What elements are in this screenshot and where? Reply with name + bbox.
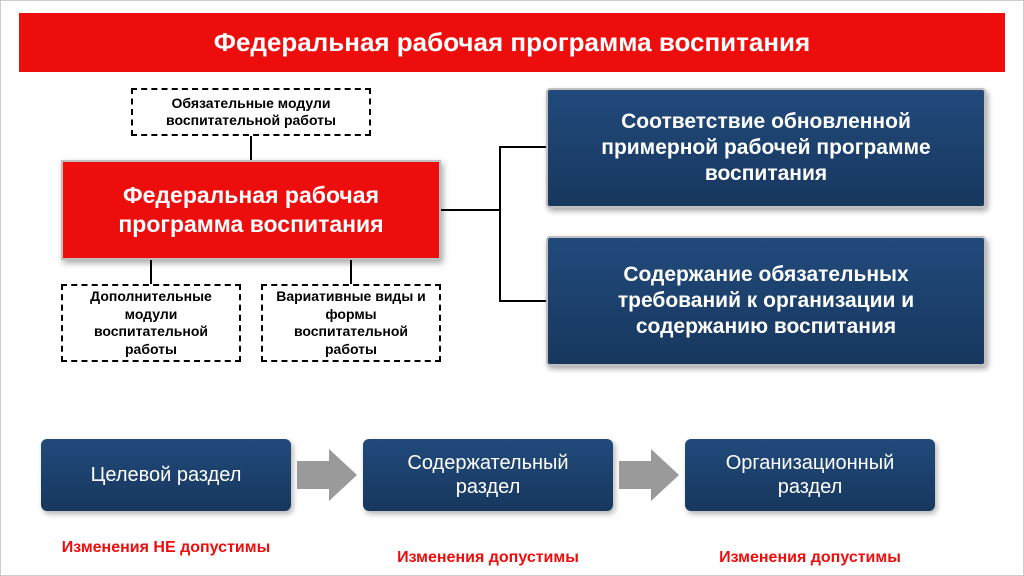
bottom-right-module-box: Вариативные виды и формы воспитательной …	[261, 284, 441, 362]
arrow-icon-1	[291, 447, 363, 503]
section-3: Организационный раздел	[685, 439, 935, 511]
right-box-2: Содержание обязательных требований к орг…	[546, 236, 986, 366]
connector-br	[350, 260, 352, 284]
bracket-v	[499, 146, 501, 302]
bracket-h-top	[499, 146, 546, 148]
caption-2: Изменения допустимы	[363, 538, 613, 567]
top-module-box: Обязательные модули воспитательной работ…	[131, 88, 371, 136]
sections-flow: Целевой раздел Содержательный раздел Орг…	[41, 439, 983, 511]
caption-3: Изменения допустимы	[685, 538, 935, 567]
connector-bl	[150, 260, 152, 284]
bracket-h-bot	[499, 300, 546, 302]
right-box-1: Соответствие обновленной примерной рабоч…	[546, 88, 986, 208]
page-title: Федеральная рабочая программа воспитания	[19, 13, 1005, 72]
caption-1: Изменения НЕ допустимы	[41, 538, 291, 567]
diagram-area: Обязательные модули воспитательной работ…	[1, 82, 1023, 442]
section-2: Содержательный раздел	[363, 439, 613, 511]
center-red-box: Федеральная рабочая программа воспитания	[61, 160, 441, 260]
bracket-h1	[441, 209, 501, 211]
bottom-left-module-box: Дополнительные модули воспитательной раб…	[61, 284, 241, 362]
connector-top	[250, 136, 252, 160]
captions-row: Изменения НЕ допустимы Изменения допусти…	[41, 538, 983, 567]
section-1: Целевой раздел	[41, 439, 291, 511]
arrow-icon-2	[613, 447, 685, 503]
